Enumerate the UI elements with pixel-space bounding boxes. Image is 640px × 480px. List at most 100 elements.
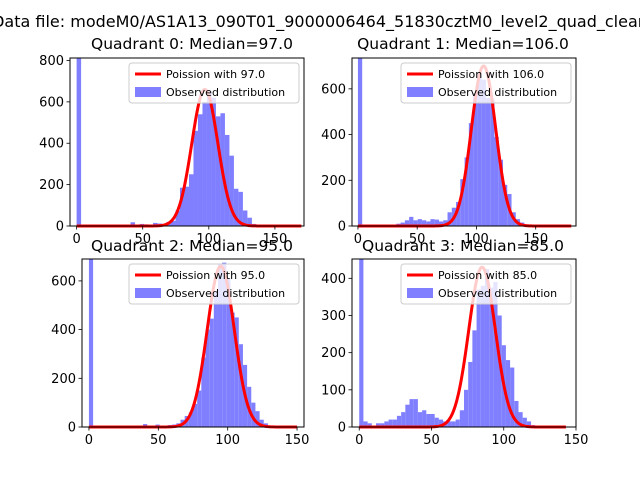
quadrant-3-histogram-bar: [476, 289, 481, 427]
quadrant-2-x-tick-label: 0: [85, 433, 93, 448]
quadrant-3-histogram-bar: [392, 419, 397, 427]
quadrant-1-histogram-bar: [477, 72, 482, 226]
quadrant-3-legend-label-observed: Observed distribution: [438, 287, 557, 300]
quadrant-2-histogram-bar: [193, 403, 198, 427]
quadrant-0-histogram-bar: [229, 155, 234, 226]
quadrant-1-histogram-bar: [460, 179, 465, 226]
quadrant-3-histogram-bar: [472, 330, 477, 427]
quadrant-1-histogram-bar: [357, 58, 363, 226]
quadrant-3-legend: Poission with 85.0 Observed distribution: [400, 263, 572, 305]
quadrant-3-histogram-bar: [480, 285, 485, 427]
quadrant-0-histogram-bar: [193, 130, 198, 226]
quadrant-0-histogram-bar: [247, 217, 252, 226]
quadrant-0-histogram-bar: [188, 174, 194, 226]
quadrant-3-y-tick-label: 0: [338, 421, 346, 436]
quadrant-0-histogram-bar: [179, 187, 185, 226]
quadrant-1-y-tick-label: 200: [321, 174, 346, 189]
quadrant-1-histogram-bar: [468, 123, 474, 226]
quadrant-3-histogram-bar: [434, 417, 439, 427]
quadrant-3-y-tick-label: 200: [321, 346, 346, 361]
quadrant-0-axes-frame: [69, 57, 305, 227]
quadrant-3-histogram-bar: [514, 400, 519, 427]
quadrant-3-histogram-bar: [505, 360, 511, 427]
quadrant-3-histogram-bar: [438, 419, 444, 427]
quadrant-0-y-tick-label: 0: [56, 220, 64, 235]
quadrant-1-x-tick-label: 150: [523, 232, 548, 247]
quadrant-1-legend-label-observed: Observed distribution: [438, 86, 557, 99]
quadrant-1-y-tick-label: 600: [321, 82, 346, 97]
quadrant-0-x-tick-label: 50: [134, 232, 151, 247]
quadrant-3-histogram-bar: [497, 315, 502, 427]
quadrant-3-histogram-bar: [413, 399, 418, 427]
quadrant-2-x-tick-label: 50: [150, 433, 167, 448]
quadrant-0-histogram-bar: [206, 91, 212, 227]
quadrant-3-histogram-bar: [426, 413, 431, 427]
quadrant-2-histogram-bar: [188, 412, 193, 427]
quadrant-0-x-tick-label: 150: [263, 232, 288, 247]
quadrant-1-legend: Poission with 106.0 Observed distribution: [400, 62, 572, 104]
quadrant-0-y-tick-label: 200: [39, 178, 64, 193]
quadrant-2-axes-frame: [81, 258, 305, 428]
quadrant-3-title: Quadrant 3: Median=85.0: [362, 237, 564, 255]
quadrant-0-histogram-bar: [215, 116, 221, 226]
quadrant-1-histogram-bar: [456, 202, 461, 226]
quadrant-3-histogram-bar: [459, 410, 464, 427]
quadrant-2-histogram-bar: [238, 344, 243, 427]
quadrant-3-legend-box: [400, 263, 572, 305]
quadrant-2-histogram-bar: [205, 329, 210, 427]
quadrant-3-histogram-bar: [518, 412, 523, 427]
quadrant-3-x-tick-label: 50: [423, 433, 440, 448]
quadrant-3-y-tick-label: 400: [321, 272, 346, 287]
quadrant-3-histogram-bar: [484, 269, 490, 427]
quadrant-2-legend-box: [128, 263, 300, 305]
quadrant-0-histogram-bar: [211, 97, 216, 226]
quadrant-1-histogram-bar: [494, 136, 499, 226]
quadrant-1-x-tick-label: 50: [409, 232, 426, 247]
quadrant-3-legend-bar-swatch: [407, 288, 433, 298]
quadrant-3-histogram-bar: [422, 410, 427, 427]
quadrant-1-histogram-bar: [502, 184, 508, 226]
quadrant-3-panel: 0 50 100 150 0 100 200 300 400 Poission with 85.0…: [321, 237, 588, 448]
quadrant-3-histogram-bar: [367, 423, 372, 427]
quadrant-3-histogram-bar: [396, 415, 402, 427]
quadrant-2-x-tick-label: 100: [215, 433, 240, 448]
quadrant-2-histogram-bar: [230, 312, 235, 427]
quadrant-0-histogram-bar: [224, 134, 230, 226]
quadrant-3-histogram-bar: [401, 412, 406, 427]
quadrant-1-histogram-bar: [413, 220, 418, 226]
quadrant-2-histogram-bar: [255, 411, 260, 427]
quadrant-2-histogram-bar: [197, 390, 202, 427]
quadrant-0-y-tick-label: 400: [39, 137, 64, 152]
quadrant-2-histogram-bar: [251, 402, 256, 427]
quadrant-3-axes-frame: [351, 258, 577, 428]
quadrant-1-title: Quadrant 1: Median=106.0: [357, 35, 569, 53]
quadrant-2-histogram-bar: [88, 259, 94, 427]
quadrant-1-x-tick-label: 0: [354, 232, 362, 247]
quadrant-0-title: Quadrant 0: Median=97.0: [91, 35, 293, 53]
quadrant-2-legend-bar-swatch: [135, 288, 161, 298]
quadrant-2-title: Quadrant 2: Median=95.0: [91, 237, 293, 255]
quadrant-0-histogram-bar: [171, 220, 176, 226]
quadrant-3-histogram-bar: [430, 413, 435, 427]
quadrant-0-histogram-bar: [197, 114, 203, 226]
quadrant-3-histogram-bar: [384, 421, 389, 427]
quadrant-1-histogram-bar: [438, 221, 444, 226]
quadrant-2-histogram-bar: [234, 317, 239, 427]
quadrant-3-x-tick-label: 100: [491, 433, 516, 448]
quadrant-1-legend-label-poisson: Poission with 106.0: [438, 68, 544, 81]
quadrant-0-legend-bar-swatch: [135, 87, 161, 97]
quadrant-1-histogram-bar: [417, 219, 422, 226]
quadrant-2-legend: Poission with 95.0 Observed distribution: [128, 263, 300, 305]
quadrant-3-histogram-bar: [363, 421, 368, 427]
quadrant-2-histogram-bar: [217, 263, 223, 427]
quadrant-3-histogram-bar: [451, 421, 456, 427]
quadrant-0-panel: 0 50 100 150 0 200 400 600 800 Poission with 97.0…: [39, 35, 305, 247]
quadrant-1-y-tick-label: 400: [321, 128, 346, 143]
quadrant-1-histogram-bar: [443, 220, 448, 226]
quadrant-3-histogram-bar: [510, 367, 515, 427]
quadrant-1-histogram-bar: [481, 79, 486, 227]
quadrant-0-histogram-bar: [76, 58, 82, 226]
quadrant-1-histogram-bar: [404, 220, 410, 226]
quadrant-1-histogram-bar: [426, 221, 431, 226]
